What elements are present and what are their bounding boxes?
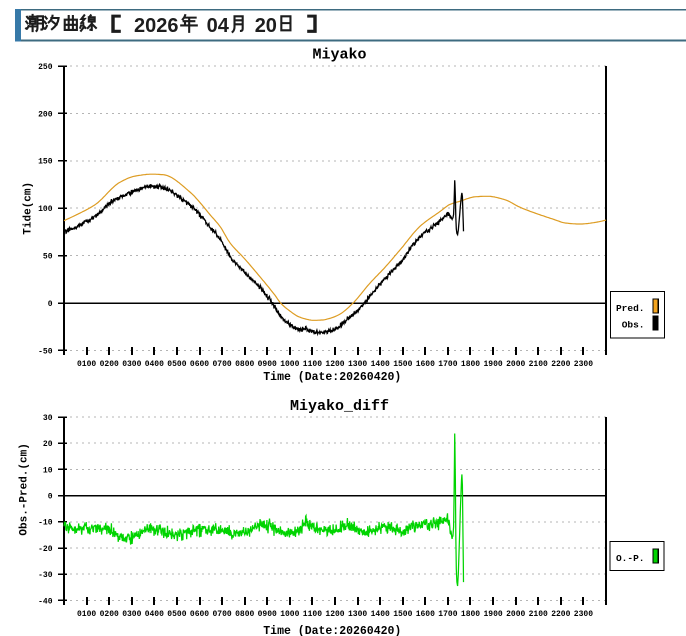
svg-text:0600: 0600 xyxy=(190,610,209,619)
svg-text:Obs.: Obs. xyxy=(622,319,645,330)
svg-text:Time (Date:20260420): Time (Date:20260420) xyxy=(263,371,401,384)
svg-text:Obs.-Pred.(cm): Obs.-Pred.(cm) xyxy=(19,443,31,535)
svg-text:0500: 0500 xyxy=(167,610,186,619)
svg-text:1800: 1800 xyxy=(461,610,480,619)
svg-text:50: 50 xyxy=(43,253,53,262)
svg-text:1300: 1300 xyxy=(348,610,367,619)
svg-text:20: 20 xyxy=(255,15,277,37)
svg-text:1200: 1200 xyxy=(325,610,344,619)
svg-text:1700: 1700 xyxy=(438,610,457,619)
svg-text:150: 150 xyxy=(38,158,53,167)
svg-text:0600: 0600 xyxy=(190,360,209,369)
svg-text:1000: 1000 xyxy=(280,610,299,619)
svg-text:2100: 2100 xyxy=(529,610,548,619)
svg-text:1300: 1300 xyxy=(348,360,367,369)
svg-text:Pred.: Pred. xyxy=(616,303,645,314)
svg-text:-10: -10 xyxy=(38,519,53,528)
svg-text:1700: 1700 xyxy=(438,360,457,369)
svg-text:30: 30 xyxy=(43,414,53,423)
svg-text:0200: 0200 xyxy=(100,360,119,369)
svg-text:1500: 1500 xyxy=(393,610,412,619)
svg-text:04: 04 xyxy=(207,15,230,37)
svg-text:0400: 0400 xyxy=(145,610,164,619)
svg-text:0200: 0200 xyxy=(100,610,119,619)
svg-text:0700: 0700 xyxy=(212,610,231,619)
svg-text:1200: 1200 xyxy=(325,360,344,369)
svg-text:100: 100 xyxy=(38,205,53,214)
svg-text:0800: 0800 xyxy=(235,610,254,619)
svg-text:2100: 2100 xyxy=(529,360,548,369)
svg-text:Miyako_diff: Miyako_diff xyxy=(290,398,389,415)
svg-text:2026: 2026 xyxy=(134,15,179,37)
svg-text:2200: 2200 xyxy=(551,610,570,619)
svg-text:0300: 0300 xyxy=(122,610,141,619)
svg-text:-30: -30 xyxy=(38,571,53,580)
svg-text:0: 0 xyxy=(48,300,53,309)
svg-text:0700: 0700 xyxy=(212,360,231,369)
svg-text:0500: 0500 xyxy=(167,360,186,369)
svg-text:0800: 0800 xyxy=(235,360,254,369)
svg-text:200: 200 xyxy=(38,110,53,119)
svg-text:0100: 0100 xyxy=(77,360,96,369)
svg-text:-50: -50 xyxy=(38,347,53,356)
svg-text:250: 250 xyxy=(38,63,53,72)
svg-text:Time (Date:20260420): Time (Date:20260420) xyxy=(263,625,401,636)
svg-text:-40: -40 xyxy=(38,597,53,606)
svg-text:10: 10 xyxy=(43,466,53,475)
svg-text:1500: 1500 xyxy=(393,360,412,369)
svg-text:2300: 2300 xyxy=(574,610,593,619)
svg-text:1400: 1400 xyxy=(371,360,390,369)
svg-text:1000: 1000 xyxy=(280,360,299,369)
svg-text:1900: 1900 xyxy=(483,610,502,619)
svg-text:2300: 2300 xyxy=(574,360,593,369)
svg-text:Miyako: Miyako xyxy=(312,47,366,64)
svg-text:0300: 0300 xyxy=(122,360,141,369)
svg-text:1900: 1900 xyxy=(483,360,502,369)
svg-text:20: 20 xyxy=(43,440,53,449)
svg-text:1400: 1400 xyxy=(371,610,390,619)
svg-text:1100: 1100 xyxy=(303,360,322,369)
svg-text:0100: 0100 xyxy=(77,610,96,619)
svg-text:2000: 2000 xyxy=(506,610,525,619)
svg-text:2000: 2000 xyxy=(506,360,525,369)
svg-text:0: 0 xyxy=(48,493,53,502)
svg-text:1600: 1600 xyxy=(416,610,435,619)
svg-text:1600: 1600 xyxy=(416,360,435,369)
svg-text:0900: 0900 xyxy=(258,360,277,369)
svg-text:O.-P.: O.-P. xyxy=(616,553,645,564)
svg-text:-20: -20 xyxy=(38,545,53,554)
svg-text:Tide(cm): Tide(cm) xyxy=(23,182,35,235)
svg-text:1100: 1100 xyxy=(303,610,322,619)
svg-text:2200: 2200 xyxy=(551,360,570,369)
svg-text:1800: 1800 xyxy=(461,360,480,369)
svg-text:0900: 0900 xyxy=(258,610,277,619)
svg-text:0400: 0400 xyxy=(145,360,164,369)
